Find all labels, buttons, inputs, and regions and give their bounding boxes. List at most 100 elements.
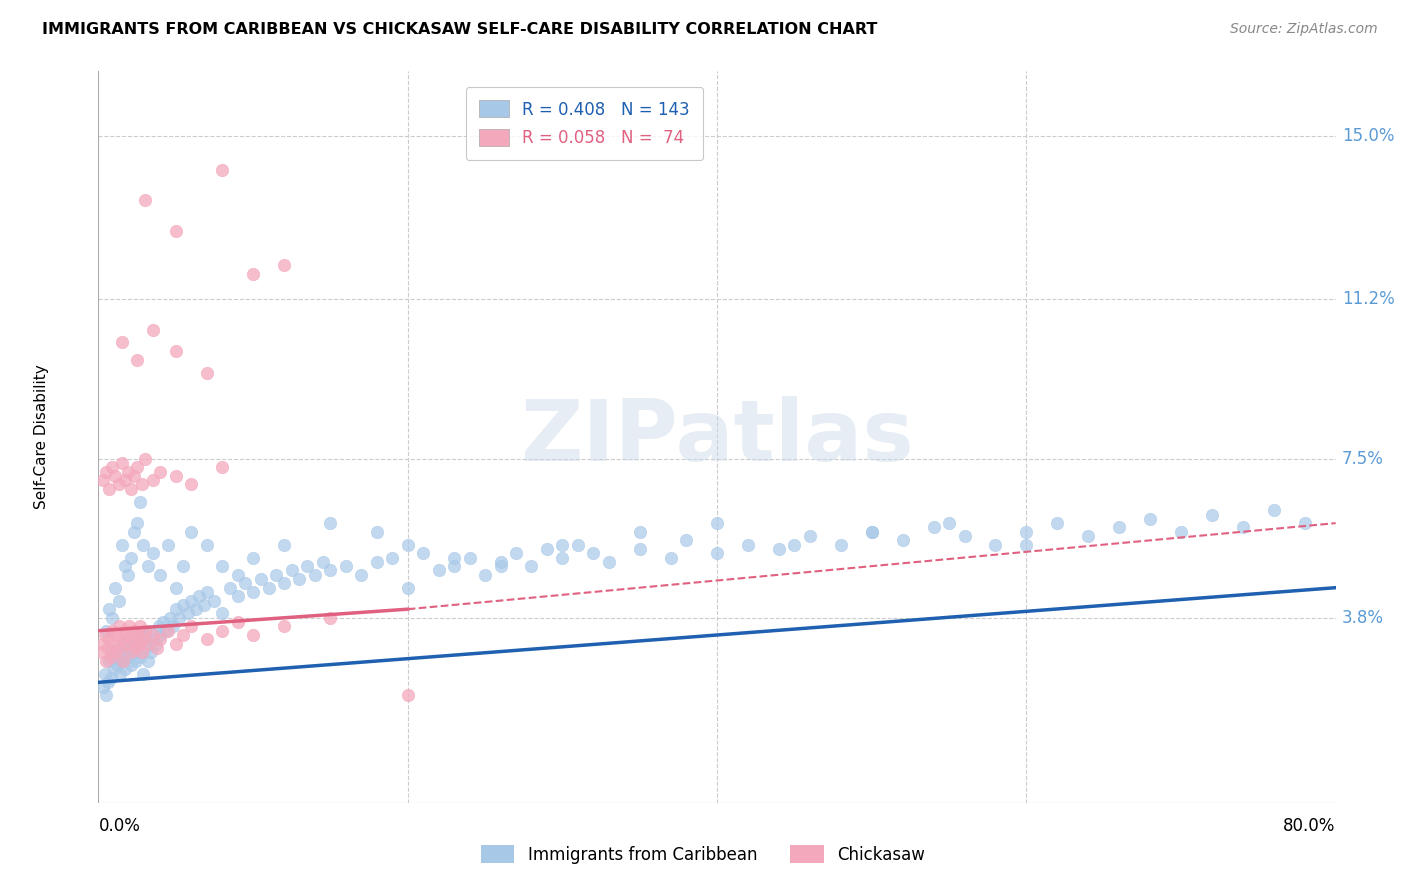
Point (288, 572, 311, 586)
Point (628, 541, 651, 556)
Point (122, 468, 145, 483)
Point (1232, 520, 1254, 534)
Point (100, 649, 122, 664)
Point (172, 559, 194, 574)
Point (122, 624, 145, 638)
Point (922, 520, 945, 534)
Point (165, 223, 187, 237)
Point (165, 581, 187, 595)
Point (117, 465, 139, 479)
Point (551, 538, 574, 552)
Text: 11.2%: 11.2% (1341, 291, 1395, 309)
Point (108, 640, 131, 655)
Point (131, 477, 153, 491)
Point (273, 576, 295, 591)
Point (165, 602, 187, 616)
Text: IMMIGRANTS FROM CARIBBEAN VS CHICKASAW SELF-CARE DISABILITY CORRELATION CHART: IMMIGRANTS FROM CARIBBEAN VS CHICKASAW S… (42, 22, 877, 37)
Point (1139, 512, 1161, 526)
Point (860, 524, 883, 539)
Point (211, 460, 233, 475)
Point (159, 611, 181, 625)
Point (659, 550, 682, 565)
Point (105, 658, 128, 673)
Point (98, 482, 121, 496)
Point (97, 675, 120, 690)
Point (242, 550, 264, 565)
Text: 7.5%: 7.5% (1341, 450, 1384, 467)
Text: 0.0%: 0.0% (98, 817, 141, 836)
Point (107, 477, 129, 491)
Point (120, 550, 142, 565)
Point (257, 581, 280, 595)
Point (396, 581, 419, 595)
Point (108, 666, 131, 681)
Point (128, 637, 150, 651)
Point (100, 671, 122, 685)
Point (474, 567, 496, 582)
Point (127, 628, 149, 642)
Point (98, 654, 121, 668)
Point (598, 555, 620, 569)
Legend: Immigrants from Caribbean, Chickasaw: Immigrants from Caribbean, Chickasaw (474, 838, 932, 871)
Text: Self-Care Disability: Self-Care Disability (34, 365, 49, 509)
Point (152, 615, 174, 629)
Point (129, 619, 152, 633)
Point (120, 482, 142, 496)
Point (1263, 503, 1285, 517)
Point (141, 546, 165, 560)
Point (93, 628, 115, 642)
Point (366, 555, 388, 569)
Point (105, 628, 128, 642)
Point (122, 524, 145, 539)
Point (132, 666, 155, 681)
Point (121, 640, 143, 655)
Point (184, 602, 207, 616)
Point (312, 555, 335, 569)
Point (117, 628, 139, 642)
Point (120, 658, 142, 673)
Point (1170, 524, 1192, 539)
Point (211, 624, 233, 638)
Point (219, 581, 242, 595)
Point (131, 632, 153, 647)
Point (114, 559, 136, 574)
Point (96, 465, 118, 479)
Point (180, 593, 202, 607)
Point (396, 688, 419, 702)
Point (127, 352, 149, 367)
Point (91, 473, 114, 487)
Point (141, 322, 165, 336)
Point (235, 576, 257, 591)
Point (938, 516, 960, 530)
Point (112, 654, 135, 668)
Point (129, 494, 152, 508)
Point (132, 632, 155, 647)
Point (799, 529, 821, 543)
Point (204, 593, 226, 607)
Point (242, 585, 264, 599)
Point (124, 654, 146, 668)
Point (155, 624, 177, 638)
Point (319, 516, 342, 530)
Point (180, 524, 202, 539)
Point (111, 654, 132, 668)
Point (1108, 520, 1130, 534)
Point (427, 564, 450, 578)
Point (104, 645, 127, 659)
Point (350, 567, 373, 582)
Point (98, 602, 121, 616)
Point (118, 619, 141, 633)
Point (1294, 516, 1316, 530)
Point (91, 637, 114, 651)
Point (96, 624, 118, 638)
Point (443, 550, 465, 565)
Point (115, 637, 138, 651)
Point (830, 538, 852, 552)
Point (93, 666, 115, 681)
Point (115, 645, 138, 659)
Point (111, 632, 132, 647)
Point (319, 611, 342, 625)
Point (165, 344, 187, 359)
Point (134, 194, 156, 208)
Point (90, 645, 112, 659)
